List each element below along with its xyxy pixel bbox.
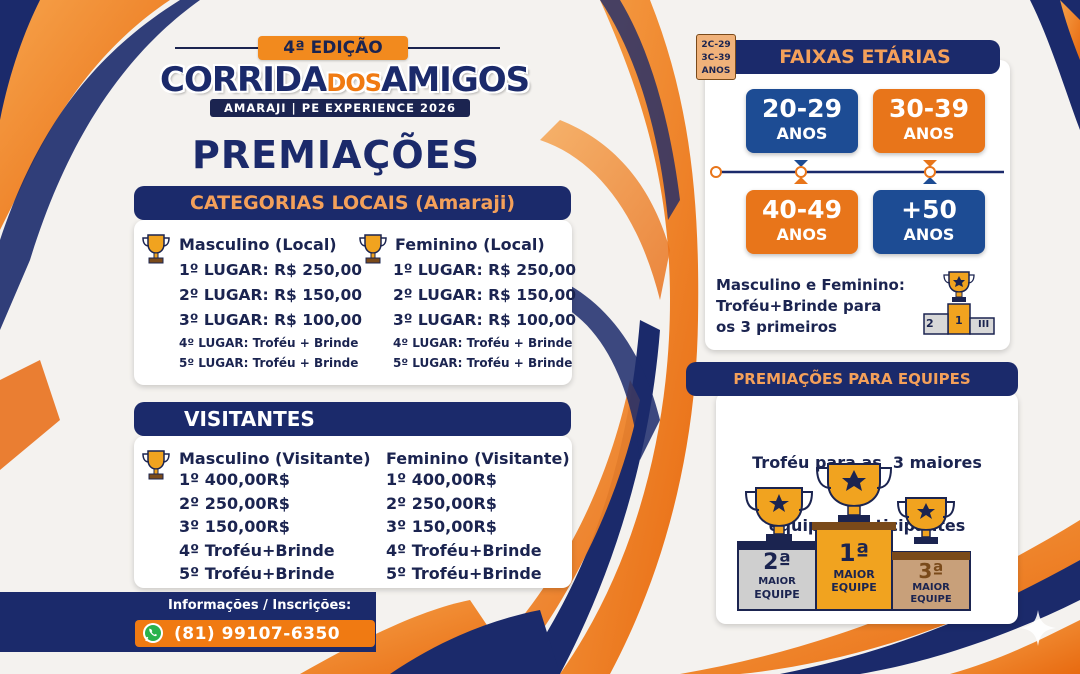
- podium-3rd: 3ª MAIOR EQUIPE: [910, 559, 952, 605]
- podium-number-1: 1: [955, 314, 963, 327]
- phone-pill[interactable]: [135, 620, 375, 647]
- contact-label: Informações / Inscrições:: [168, 598, 352, 613]
- trophy-icon: [142, 450, 170, 480]
- age-group-20-29: 20-29 ANOS: [746, 89, 858, 153]
- tag-line: 3C-39: [701, 53, 731, 63]
- event-title: CORRIDADOSAMIGOS: [160, 60, 530, 100]
- age-timeline: [710, 160, 1004, 184]
- visitors-male-heading: Masculino (Visitante): [179, 449, 371, 468]
- trophy-icon: [359, 234, 387, 264]
- list-item: 5º Troféu+Brinde: [179, 564, 335, 583]
- local-card: [134, 220, 572, 385]
- local-banner: CATEGORIAS LOCAIS (Amaraji): [134, 186, 571, 220]
- trophy-icon: [744, 487, 814, 541]
- local-male-heading: Masculino (Local): [179, 235, 337, 254]
- list-item: 3º 150,00R$: [179, 517, 290, 536]
- note-line: Troféu+Brinde para: [716, 297, 882, 315]
- visitors-male-list: 1º 400,00R$ 2º 250,00R$ 3º 150,00R$ 4º T…: [179, 468, 335, 586]
- podium-1st: 1ª MAIOR EQUIPE: [831, 539, 877, 594]
- note-line: Masculino e Feminino:: [716, 276, 905, 294]
- edition-badge: 4ª EDIÇÃO: [258, 36, 408, 60]
- trophy-icon: [142, 234, 170, 264]
- age-tag-icon: 2C-29 3C-39 ANOS: [696, 34, 736, 80]
- visitors-female-list: 1º 400,00R$ 2º 250,00R$ 3º 150,00R$ 4º T…: [386, 468, 542, 586]
- age-banner: FAIXAS ETÁRIAS: [720, 40, 1000, 74]
- list-item: 4º Troféu+Brinde: [179, 540, 335, 560]
- list-item: 2º 250,00R$: [179, 493, 290, 513]
- local-male-list: 1º LUGAR: R$ 250,00 2º LUGAR: R$ 150,00 …: [179, 258, 362, 373]
- podium-number-3: III: [978, 319, 990, 330]
- age-group-50-plus: +50 ANOS: [873, 190, 985, 254]
- tag-line: 2C-29: [701, 40, 731, 50]
- list-item: 4º Troféu+Brinde: [386, 540, 542, 560]
- page-title: PREMIAÇÕES: [192, 133, 480, 177]
- teams-podium: [737, 463, 971, 611]
- list-item: 1º 400,00R$: [179, 470, 290, 489]
- local-female-list: 1º LUGAR: R$ 250,00 2º LUGAR: R$ 150,00 …: [393, 258, 576, 373]
- list-item: 3º LUGAR: R$ 100,00: [393, 311, 577, 329]
- sparkle-icon: [1020, 610, 1056, 646]
- list-item: 5º Troféu+Brinde: [386, 564, 542, 583]
- visitors-female-heading: Feminino (Visitante): [386, 449, 570, 468]
- list-item: 4º LUGAR: Troféu + Brinde: [179, 336, 359, 350]
- list-item: 5º LUGAR: Troféu + Brinde: [393, 356, 573, 370]
- podium-icon: [923, 271, 995, 335]
- podium-number-2: 2: [926, 317, 934, 330]
- visitors-card: [134, 436, 572, 588]
- list-item: 2º 250,00R$: [386, 493, 497, 513]
- age-group-30-39: 30-39 ANOS: [873, 89, 985, 153]
- whatsapp-icon: [143, 623, 163, 643]
- age-group-40-49: 40-49 ANOS: [746, 190, 858, 254]
- list-item: 2º LUGAR: R$ 150,00: [393, 286, 577, 304]
- list-item: 1º 400,00R$: [386, 470, 497, 489]
- local-female-heading: Feminino (Local): [395, 235, 545, 254]
- trophy-icon: [896, 497, 956, 544]
- list-item: 3º 150,00R$: [386, 517, 497, 536]
- age-note: Masculino e Feminino: Troféu+Brinde para…: [716, 275, 905, 338]
- list-item: 5º LUGAR: Troféu + Brinde: [179, 356, 359, 370]
- event-subtitle: AMARAJI | PE EXPERIENCE 2026: [210, 99, 470, 117]
- list-item: 4º LUGAR: Troféu + Brinde: [393, 336, 573, 350]
- list-item: 1º LUGAR: R$ 250,00: [393, 261, 577, 279]
- phone-number[interactable]: (81) 99107-6350: [174, 624, 341, 644]
- teams-banner: PREMIAÇÕES PARA EQUIPES: [686, 362, 1018, 396]
- podium-2nd: 2ª MAIOR EQUIPE: [754, 550, 800, 601]
- visitors-banner: VISITANTES: [134, 402, 571, 436]
- list-item: 1º LUGAR: R$ 250,00: [179, 261, 363, 279]
- note-line: os 3 primeiros: [716, 318, 837, 336]
- list-item: 3º LUGAR: R$ 100,00: [179, 311, 363, 329]
- trophy-icon: [815, 463, 893, 523]
- list-item: 2º LUGAR: R$ 150,00: [179, 286, 363, 304]
- tag-line: ANOS: [701, 66, 731, 76]
